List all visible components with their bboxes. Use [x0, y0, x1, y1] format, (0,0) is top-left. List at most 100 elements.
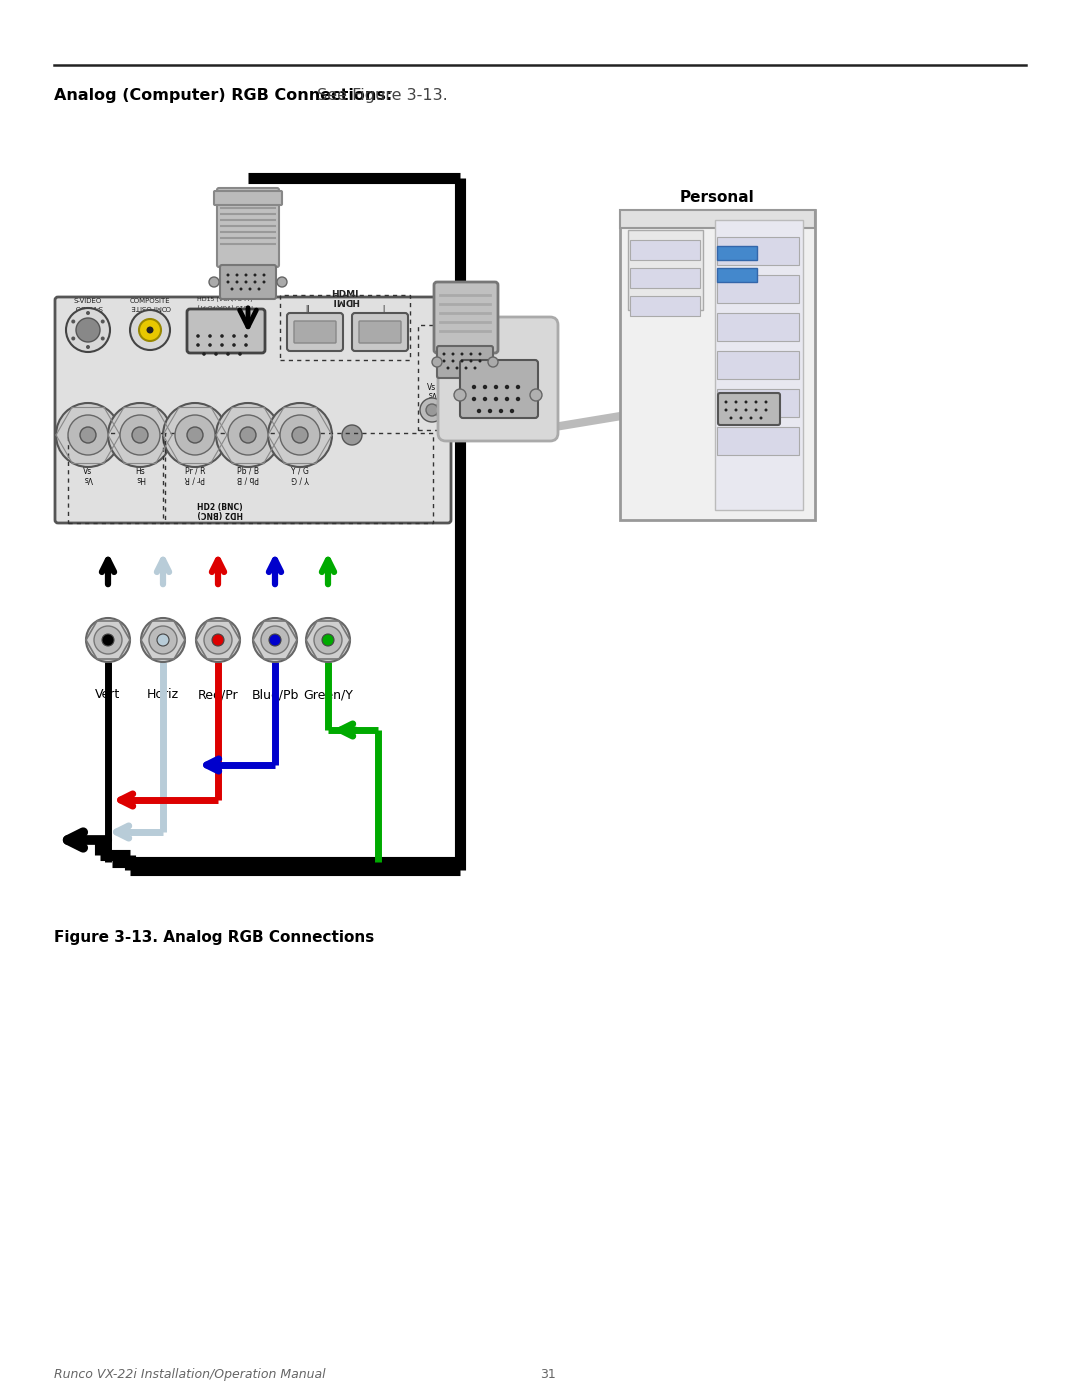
Circle shape [530, 388, 542, 401]
Circle shape [195, 617, 240, 662]
Circle shape [187, 427, 203, 443]
Text: I: I [382, 305, 384, 314]
Text: HD2 (BNC): HD2 (BNC) [198, 503, 243, 511]
Circle shape [240, 427, 256, 443]
Text: S-VIDEO: S-VIDEO [73, 298, 103, 305]
FancyBboxPatch shape [437, 346, 492, 379]
Circle shape [451, 352, 455, 355]
Text: Blue/Pb: Blue/Pb [252, 687, 299, 701]
Text: Computer: Computer [675, 210, 759, 224]
Circle shape [470, 352, 473, 355]
Circle shape [516, 384, 521, 390]
Circle shape [212, 634, 224, 645]
Circle shape [262, 281, 266, 284]
Circle shape [759, 416, 762, 419]
Circle shape [235, 274, 239, 277]
Circle shape [446, 366, 449, 369]
Circle shape [451, 359, 455, 362]
Circle shape [750, 416, 753, 419]
Circle shape [204, 626, 232, 654]
Text: Hs: Hs [135, 467, 145, 476]
Circle shape [280, 415, 320, 455]
FancyBboxPatch shape [214, 191, 282, 205]
Text: Runco VX-22i Installation/Operation Manual: Runco VX-22i Installation/Operation Manu… [54, 1368, 326, 1382]
Text: Personal: Personal [679, 190, 754, 205]
Circle shape [120, 415, 160, 455]
Circle shape [240, 288, 243, 291]
Circle shape [460, 352, 463, 355]
Circle shape [253, 617, 297, 662]
Circle shape [454, 388, 465, 401]
Text: Y / G: Y / G [292, 467, 309, 476]
Text: Vert: Vert [95, 687, 121, 701]
Bar [717, 388, 799, 416]
Circle shape [244, 274, 247, 277]
Circle shape [488, 358, 498, 367]
Circle shape [470, 359, 473, 362]
Circle shape [464, 366, 468, 369]
Circle shape [132, 427, 148, 443]
Bar [165, 433, 433, 522]
Circle shape [141, 617, 185, 662]
Bar [715, 219, 804, 510]
Text: Pb / B: Pb / B [237, 467, 259, 476]
Circle shape [261, 626, 289, 654]
Circle shape [478, 352, 482, 355]
Bar [717, 313, 799, 341]
Circle shape [292, 427, 308, 443]
Text: HD2 (BNC): HD2 (BNC) [198, 509, 243, 518]
Text: COMPOSITE: COMPOSITE [130, 298, 171, 305]
Circle shape [306, 617, 350, 662]
Circle shape [426, 404, 438, 416]
Bar [627, 231, 703, 310]
Text: H: H [445, 383, 450, 393]
FancyBboxPatch shape [718, 393, 780, 425]
Circle shape [244, 281, 247, 284]
Bar [280, 295, 410, 360]
Text: COMPOSITE: COMPOSITE [130, 305, 171, 310]
Circle shape [725, 401, 728, 404]
Circle shape [744, 408, 747, 412]
Circle shape [100, 337, 105, 341]
Circle shape [516, 397, 521, 401]
Circle shape [276, 277, 287, 286]
Circle shape [740, 416, 743, 419]
Text: Pr / R: Pr / R [185, 474, 205, 483]
FancyBboxPatch shape [287, 313, 343, 351]
Circle shape [269, 634, 281, 645]
Circle shape [472, 384, 476, 390]
Circle shape [228, 415, 268, 455]
Circle shape [108, 402, 172, 467]
Circle shape [163, 402, 227, 467]
Circle shape [254, 274, 257, 277]
Text: Pr / R: Pr / R [185, 467, 205, 476]
Bar [418, 326, 448, 430]
Circle shape [149, 626, 177, 654]
Circle shape [157, 634, 168, 645]
Circle shape [254, 281, 257, 284]
Text: Vs: Vs [83, 474, 93, 483]
Circle shape [235, 281, 239, 284]
Text: See Figure 3-13.: See Figure 3-13. [312, 88, 448, 103]
Circle shape [755, 401, 757, 404]
FancyBboxPatch shape [217, 189, 279, 267]
Text: Figure 3-13. Analog RGB Connections: Figure 3-13. Analog RGB Connections [54, 930, 375, 944]
Bar [717, 268, 757, 282]
Text: Vs: Vs [428, 388, 436, 398]
Circle shape [729, 416, 732, 419]
Text: Horiz: Horiz [147, 687, 179, 701]
Circle shape [86, 617, 130, 662]
Circle shape [226, 352, 230, 356]
Circle shape [483, 384, 487, 390]
Bar [717, 237, 799, 265]
Circle shape [147, 327, 153, 334]
Circle shape [442, 404, 454, 416]
Circle shape [322, 634, 334, 645]
Circle shape [244, 334, 247, 338]
Text: HD15 (VGA/Pb-Pr): HD15 (VGA/Pb-Pr) [198, 303, 253, 307]
Text: H: H [445, 388, 450, 398]
Circle shape [456, 366, 459, 369]
Text: Y / G: Y / G [292, 474, 309, 483]
Circle shape [432, 358, 442, 367]
Circle shape [80, 427, 96, 443]
